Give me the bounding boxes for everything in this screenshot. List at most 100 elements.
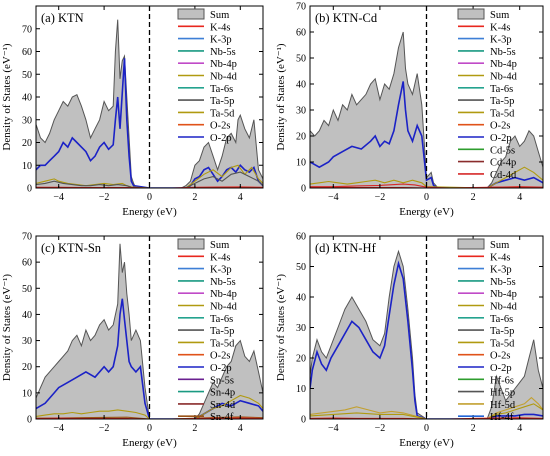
y-tick-label: 30	[22, 115, 32, 126]
legend-label: Ta-6s	[490, 314, 513, 325]
series-hf-5d-line	[310, 396, 543, 419]
y-tick-label: 40	[22, 310, 32, 321]
legend-label: Ta-6s	[210, 314, 233, 325]
panel-title: (a) KTN	[41, 11, 84, 25]
x-tick-label: −2	[99, 423, 110, 434]
legend-label: Hf-5d	[490, 400, 516, 411]
plot-area	[310, 6, 543, 188]
legend-label: Sum	[490, 10, 509, 21]
series-ta-5d-line	[310, 166, 543, 188]
plot-area	[36, 6, 263, 188]
y-tick-label: 60	[296, 232, 306, 243]
legend-label: Nb-4p	[210, 289, 237, 300]
legend-label: Ta-5p	[210, 96, 234, 107]
legend-label: Ta-5p	[210, 326, 234, 337]
y-tick-label: 10	[22, 388, 32, 399]
y-axis-label: Density of States (eV⁻¹)	[275, 43, 287, 151]
legend-label: Nb-5s	[210, 277, 236, 288]
series-k-4s-line	[36, 417, 263, 419]
y-tick-label: 70	[22, 232, 32, 243]
legend-label: Nb-5s	[210, 47, 236, 58]
y-axis-label: Density of States (eV⁻¹)	[1, 43, 13, 151]
y-tick-label: 40	[22, 93, 32, 104]
legend-label: Cd-4p	[490, 158, 516, 169]
legend-label: O-2p	[210, 363, 232, 374]
x-tick-label: 0	[147, 423, 152, 434]
legend-label: Sn-5s	[210, 375, 234, 386]
x-tick-label: −2	[375, 423, 386, 434]
series-o-2p-line	[36, 58, 263, 188]
legend-label: O-2s	[210, 121, 230, 132]
legend-label: K-4s	[490, 22, 510, 33]
legend-swatch-sum	[177, 238, 205, 250]
legend-label: K-3p	[490, 265, 512, 276]
series-sn-4f-line	[36, 416, 263, 419]
y-tick-label: 40	[296, 80, 306, 91]
y-tick-label: 60	[22, 258, 32, 269]
legend-label: Nb-5s	[490, 277, 516, 288]
series-k-4s-line	[310, 417, 543, 419]
y-tick-label: 70	[296, 2, 306, 13]
y-tick-label: 0	[27, 184, 32, 195]
y-tick-label: 20	[296, 354, 306, 365]
x-tick-label: −4	[53, 192, 64, 203]
legend-label: K-4s	[490, 252, 510, 263]
x-tick-label: 2	[471, 423, 476, 434]
legend-swatch-sum	[457, 238, 485, 250]
legend-label: O-2s	[490, 351, 510, 362]
x-tick-label: −4	[328, 192, 339, 203]
legend-swatch-sum	[177, 8, 205, 20]
legend-label: O-2s	[210, 351, 230, 362]
y-tick-label: 30	[296, 323, 306, 334]
x-tick-label: −4	[328, 423, 339, 434]
series-k-4s-line	[310, 186, 543, 188]
legend-label: Sn-4d	[210, 400, 236, 411]
legend-label: Ta-5d	[210, 108, 235, 119]
legend-label: Sum	[490, 240, 509, 251]
y-tick-label: 40	[296, 293, 306, 304]
y-tick-label: 50	[22, 70, 32, 81]
panel-title: (c) KTN-Sn	[41, 241, 102, 255]
x-tick-label: −2	[99, 192, 110, 203]
legend-label: Nb-4d	[490, 72, 518, 83]
panel-title: (b) KTN-Cd	[315, 11, 378, 25]
y-tick-label: 60	[296, 28, 306, 39]
y-tick-label: 20	[296, 132, 306, 143]
panel-title: (d) KTN-Hf	[315, 241, 377, 255]
legend-label: Cd-4d	[490, 170, 517, 181]
legend-label: Hf-5p	[490, 388, 515, 399]
legend-label: O-2p	[210, 133, 232, 144]
legend-label: Nb-4d	[210, 72, 238, 83]
x-tick-label: 2	[471, 192, 476, 203]
x-tick-label: 2	[192, 423, 197, 434]
y-tick-label: 70	[22, 24, 32, 35]
y-tick-label: 10	[22, 161, 32, 172]
legend-label: Nb-4p	[490, 289, 517, 300]
legend-label: K-4s	[210, 22, 230, 33]
series-ta-5d-line	[36, 394, 263, 419]
legend-label: K-3p	[210, 265, 232, 276]
y-tick-label: 60	[22, 47, 32, 58]
x-axis-label: Energy (eV)	[122, 206, 177, 218]
series-ta-5d-line	[310, 403, 543, 419]
legend-label: Ta-5d	[490, 338, 515, 349]
x-axis-label: Energy (eV)	[399, 437, 454, 449]
series-sum-area	[310, 249, 543, 419]
x-axis-label: Energy (eV)	[122, 437, 177, 449]
legend-label: Cd-5s	[490, 145, 515, 156]
y-tick-label: 50	[22, 284, 32, 295]
legend-swatch-sum	[457, 8, 485, 20]
x-tick-label: 0	[424, 423, 429, 434]
legend-label: Nb-5s	[490, 47, 516, 58]
y-tick-label: 20	[22, 362, 32, 373]
legend-label: Nb-4p	[490, 59, 517, 70]
legend-label: Sum	[210, 10, 229, 21]
x-axis-label: Energy (eV)	[399, 206, 454, 218]
legend-label: O-2p	[490, 133, 512, 144]
y-axis-label: Density of States (eV⁻¹)	[275, 274, 287, 382]
x-tick-label: 2	[192, 192, 197, 203]
